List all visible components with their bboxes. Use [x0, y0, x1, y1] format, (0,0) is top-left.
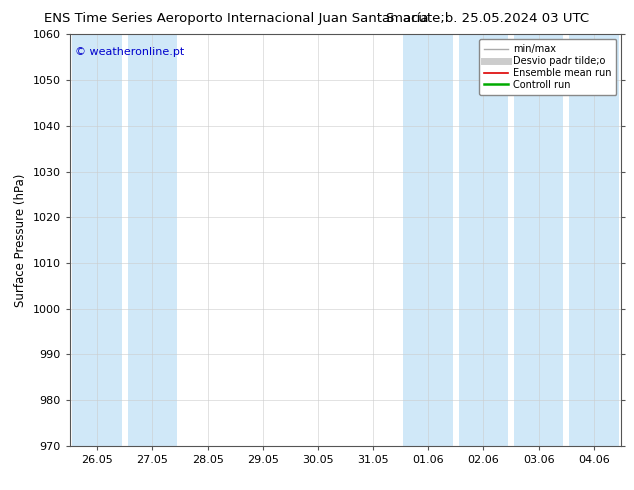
Bar	[514, 34, 564, 446]
Bar	[458, 34, 508, 446]
Bar	[403, 34, 453, 446]
Text: © weatheronline.pt: © weatheronline.pt	[75, 47, 184, 57]
Legend: min/max, Desvio padr tilde;o, Ensemble mean run, Controll run: min/max, Desvio padr tilde;o, Ensemble m…	[479, 39, 616, 95]
Text: ENS Time Series Aeroporto Internacional Juan Santamaría: ENS Time Series Aeroporto Internacional …	[44, 12, 429, 25]
Y-axis label: Surface Pressure (hPa): Surface Pressure (hPa)	[14, 173, 27, 307]
Bar	[72, 34, 122, 446]
Bar	[569, 34, 619, 446]
Text: S  acute;b. 25.05.2024 03 UTC: S acute;b. 25.05.2024 03 UTC	[387, 12, 590, 25]
Bar	[127, 34, 178, 446]
